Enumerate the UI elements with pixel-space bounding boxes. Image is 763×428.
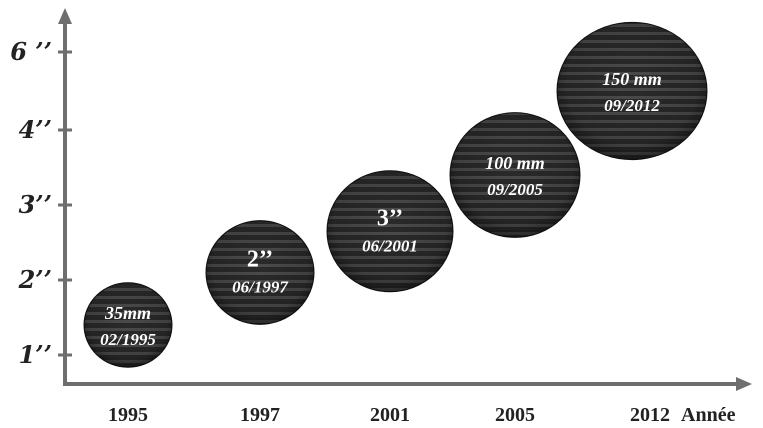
bubbles: 35mm 02/1995 2’’ 06/1997 3’’ 06/2001 100 mm 09/… — [83, 21, 708, 368]
bubble-size-label: 150 mm — [602, 69, 662, 89]
bubble-shade — [84, 282, 172, 368]
bubble-date-label: 06/1997 — [232, 278, 289, 297]
bubble-2001: 3’’ 06/2001 — [326, 170, 454, 293]
bubble-date-label: 09/2012 — [604, 96, 660, 115]
bubble-1995: 35mm 02/1995 — [83, 282, 173, 368]
y-ticks: 1’’ 2’’ 3’’ 4’’ 6 ’’ — [10, 37, 72, 369]
y-tick-label: 2’’ — [18, 265, 52, 294]
bubble-size-label: 100 mm — [485, 153, 545, 173]
bubble-size-label: 2’’ — [247, 247, 273, 273]
y-tick-label: 6 ’’ — [10, 37, 52, 66]
bubble-size-label: 3’’ — [377, 205, 403, 231]
x-tick-label: 2012 — [630, 404, 670, 426]
bubble-2012: 150 mm 09/2012 — [556, 21, 708, 161]
x-axis — [63, 377, 752, 391]
x-tick-label: 1997 — [240, 404, 280, 426]
bubble-shade — [327, 170, 453, 292]
y-tick-label: 1’’ — [19, 340, 52, 369]
bubble-shade — [206, 220, 314, 325]
bubble-date-label: 02/1995 — [100, 330, 156, 349]
bubble-1997: 2’’ 06/1997 — [205, 220, 315, 325]
bubble-shade — [557, 22, 707, 160]
y-tick-label: 3’’ — [19, 190, 52, 219]
x-tick-label: 1995 — [108, 404, 148, 426]
x-tick-label: 2001 — [370, 404, 410, 426]
x-axis-label: Année — [681, 404, 736, 426]
x-tick-label: 2005 — [495, 404, 535, 426]
x-axis-arrow — [736, 377, 752, 391]
bubble-size-label: 35mm — [104, 303, 151, 323]
bubble-shade — [450, 112, 580, 238]
bubble-date-label: 09/2005 — [487, 180, 543, 199]
y-axis-arrow — [58, 8, 72, 24]
x-ticks: 1995 1997 2001 2005 2012 — [108, 404, 670, 426]
bubble-2005: 100 mm 09/2005 — [449, 112, 581, 238]
y-tick-label: 4’’ — [19, 115, 52, 144]
y-axis — [58, 8, 72, 384]
bubble-date-label: 06/2001 — [362, 236, 418, 255]
